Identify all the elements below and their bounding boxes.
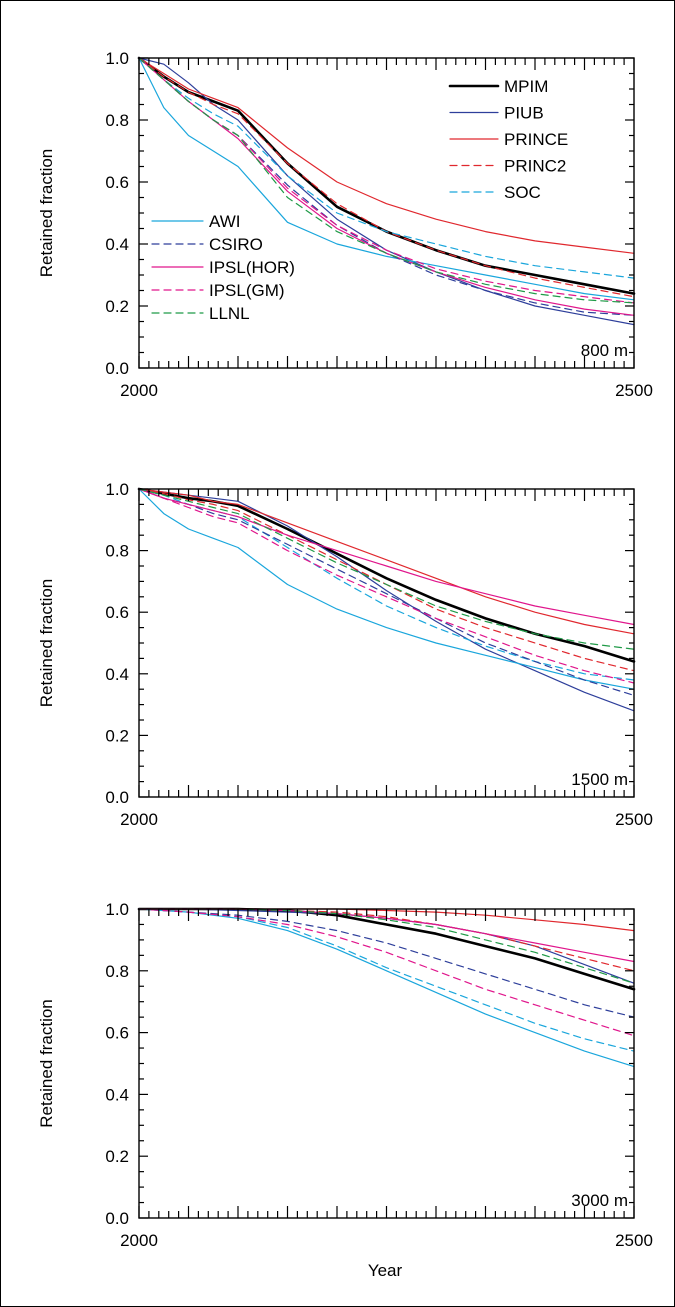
series-line-csiro xyxy=(138,908,635,1018)
legend-label: IPSL(HOR) xyxy=(209,258,295,277)
legend-label: IPSL(GM) xyxy=(209,281,285,300)
legend-label: PRINC2 xyxy=(504,157,566,176)
y-tick-label: 0.0 xyxy=(105,359,129,378)
x-tick-label: 2000 xyxy=(120,810,158,829)
y-tick-label: 0.4 xyxy=(105,665,129,684)
y-axis-title: Retained fraction xyxy=(37,999,56,1128)
legend-label: MPIM xyxy=(504,77,548,96)
y-tick-label: 0.6 xyxy=(105,173,129,192)
y-tick-label: 0.8 xyxy=(105,542,129,561)
series-line-soc xyxy=(138,908,635,1052)
legend-label: PIUB xyxy=(504,104,544,123)
series-line-awi xyxy=(138,57,635,301)
series-line-ipsl-gm- xyxy=(138,908,635,1037)
y-tick-label: 0.2 xyxy=(105,297,129,316)
legend: MPIM PIUB PRINCE PRINC2 SOC AWI CSIRO IPSL(HOR)… xyxy=(151,77,568,323)
series-line-piub xyxy=(138,488,635,712)
series-line-prince xyxy=(138,57,635,254)
y-tick-label: 0.6 xyxy=(105,1024,129,1043)
series-line-ipsl-gm- xyxy=(138,488,635,684)
plot-area-frame xyxy=(138,488,635,798)
x-tick-label: 2000 xyxy=(120,1231,158,1250)
y-axis-title: Retained fraction xyxy=(37,579,56,708)
depth-label: 1500 m xyxy=(571,770,628,789)
series-line-piub xyxy=(138,57,635,326)
y-tick-label: 0.4 xyxy=(105,1085,129,1104)
legend-label: PRINCE xyxy=(504,130,568,149)
x-axis-title: Year xyxy=(368,1261,403,1280)
y-tick-label: 1.0 xyxy=(105,480,129,499)
chart-panel-1: 0.0 0.2 0.4 0.6 0.8 1.0 2000 2500 Retained fract… xyxy=(37,49,653,400)
series-line-soc xyxy=(138,57,635,279)
chart-panel-3: 0.0 0.2 0.4 0.6 0.8 1.0 2000 2500 Retained fract… xyxy=(37,900,653,1250)
legend-label: SOC xyxy=(504,183,541,202)
x-tick-label: 2500 xyxy=(615,1231,653,1250)
series-line-princ2 xyxy=(138,57,635,298)
series-line-llnl xyxy=(138,57,635,304)
y-tick-label: 0.2 xyxy=(105,1147,129,1166)
legend-label: AWI xyxy=(209,212,240,231)
x-tick-label: 2000 xyxy=(120,381,158,400)
series-line-mpim xyxy=(137,487,636,663)
y-tick-label: 0.8 xyxy=(105,111,129,130)
y-tick-label: 0.2 xyxy=(105,726,129,745)
series-line-awi xyxy=(138,908,635,1068)
series-line-ipsl-hor- xyxy=(138,488,635,626)
series-line-csiro xyxy=(138,488,635,697)
y-tick-label: 0.8 xyxy=(105,962,129,981)
y-tick-label: 0.6 xyxy=(105,603,129,622)
y-axis-title: Retained fraction xyxy=(37,149,56,278)
x-tick-label: 2500 xyxy=(615,381,653,400)
y-tick-label: 1.0 xyxy=(105,900,129,919)
y-tick-label: 0.0 xyxy=(105,788,129,807)
depth-label: 800 m xyxy=(581,341,628,360)
series-line-mpim xyxy=(137,907,636,991)
series-line-awi xyxy=(138,488,635,690)
x-tick-label: 2500 xyxy=(615,810,653,829)
y-tick-label: 0.4 xyxy=(105,235,129,254)
chart-panel-2: 0.0 0.2 0.4 0.6 0.8 1.0 2000 2500 Retained fract… xyxy=(37,480,653,829)
series-line-llnl xyxy=(138,488,635,650)
legend-label: LLNL xyxy=(209,304,250,323)
y-tick-label: 0.0 xyxy=(105,1209,129,1228)
depth-label: 3000 m xyxy=(571,1191,628,1210)
legend-label: CSIRO xyxy=(209,235,263,254)
y-tick-label: 1.0 xyxy=(105,49,129,68)
